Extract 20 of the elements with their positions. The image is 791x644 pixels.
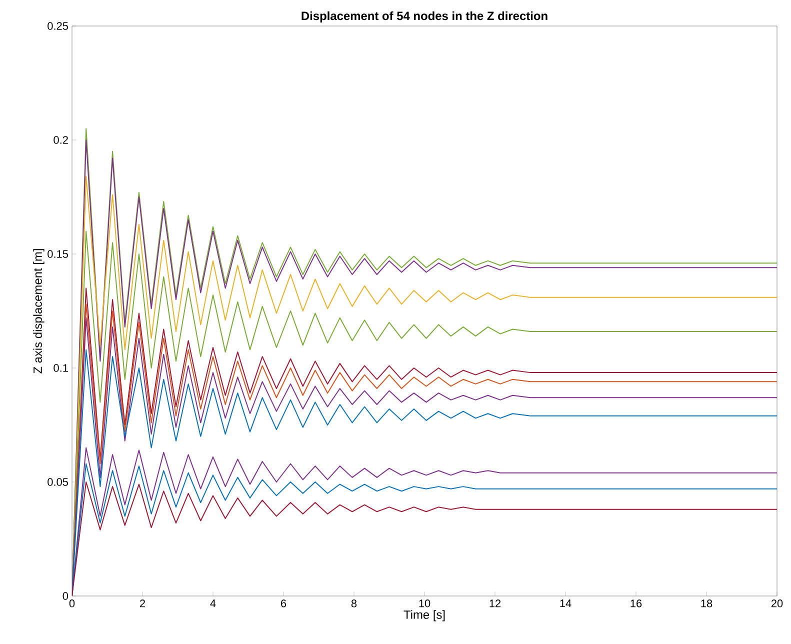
y-tick-label: 0.15 — [48, 250, 68, 258]
x-tick-label: 0 — [69, 600, 75, 608]
y-tick-label: 0.1 — [54, 364, 68, 372]
x-tick-label: 12 — [490, 600, 501, 608]
x-tick-label: 20 — [771, 600, 783, 608]
x-tick-label: 18 — [701, 600, 712, 608]
y-tick-label: 0.25 — [48, 22, 68, 30]
y-axis-title: Z axis displacement [m] — [33, 249, 44, 374]
x-tick-label: 4 — [210, 600, 216, 608]
y-tick-label: 0 — [62, 592, 68, 600]
y-tick-label: 0.2 — [54, 136, 68, 144]
x-tick-label: 2 — [140, 600, 145, 608]
y-tick-label: 0.05 — [48, 478, 68, 486]
x-tick-label: 8 — [351, 600, 357, 608]
x-tick-label: 14 — [560, 600, 572, 608]
x-tick-label: 16 — [630, 600, 642, 608]
x-tick-label: 10 — [419, 600, 430, 608]
chart-title: Displacement of 54 nodes in the Z direction — [302, 11, 548, 22]
x-tick-label: 6 — [281, 600, 286, 608]
x-axis-title: Time [s] — [404, 610, 445, 622]
